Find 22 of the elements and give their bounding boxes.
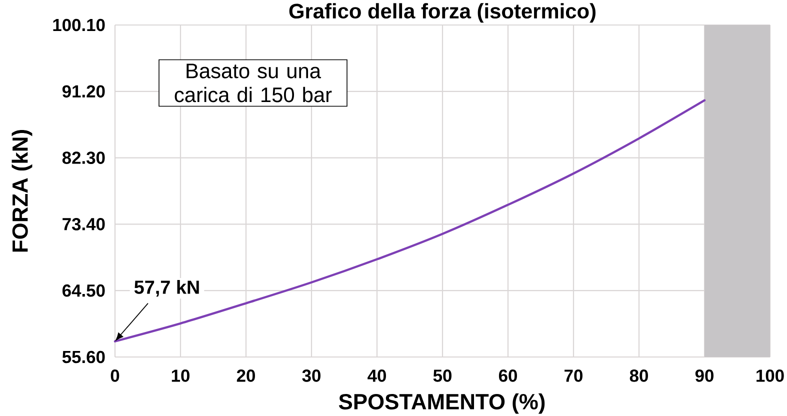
x-tick-label: 40 — [368, 370, 386, 382]
x-tick-label: 10 — [172, 370, 190, 382]
y-axis-title: FORZA (kN) — [12, 130, 32, 252]
x-tick-label: 100 — [756, 370, 784, 382]
y-tick-label: 73.40 — [62, 218, 105, 230]
y-tick-label: 100.10 — [53, 18, 105, 32]
x-tick-label: 60 — [498, 370, 517, 382]
annotation: Basato su una carica di 150 bar — [174, 64, 332, 102]
x-tick-label: 30 — [302, 370, 320, 382]
x-tick-label: 0 — [110, 370, 120, 382]
chart-title: Grafico della forza (isotermico) — [289, 3, 596, 23]
x-tick-label: 20 — [236, 370, 255, 382]
x-tick-label: 90 — [695, 370, 714, 382]
y-tick-label: 55.60 — [62, 350, 105, 364]
x-tick-label: 70 — [564, 370, 582, 382]
annotation: 57,7 kN — [134, 280, 199, 297]
x-tick-label: 80 — [630, 370, 648, 382]
y-tick-label: 91.20 — [62, 85, 105, 98]
y-tick-label: 82.30 — [62, 152, 105, 164]
x-tick-label: 50 — [433, 370, 452, 382]
y-tick-label: 64.50 — [62, 284, 105, 297]
x-axis-title: SPOSTAMENTO (%) — [338, 393, 545, 414]
